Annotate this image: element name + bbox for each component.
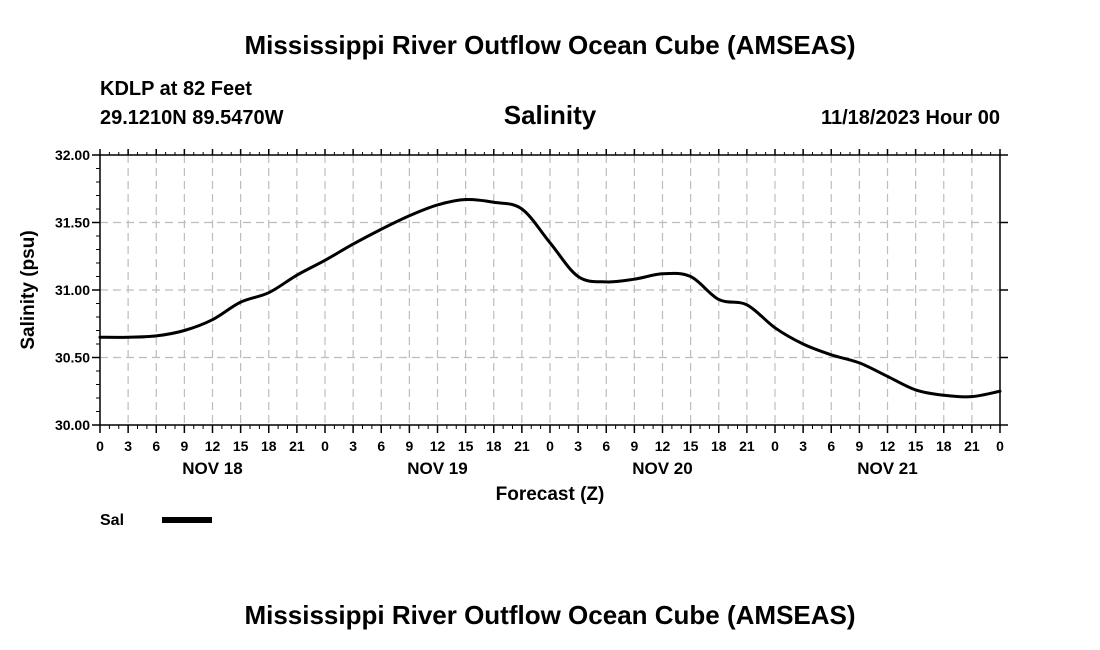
- x-axis-label: Forecast (Z): [496, 484, 605, 505]
- y-axis-label: Salinity (psu): [18, 230, 39, 349]
- day-label: NOV 19: [407, 459, 467, 478]
- footer-title: Mississippi River Outflow Ocean Cube (AM…: [244, 600, 855, 630]
- x-tick-label: 18: [936, 438, 952, 454]
- y-tick-label: 31.00: [55, 282, 90, 298]
- x-tick-label: 0: [96, 438, 104, 454]
- y-tick-labels: 30.00 30.50 31.00 31.50 32.00: [55, 147, 90, 433]
- x-tick-label: 9: [405, 438, 413, 454]
- day-label: NOV 18: [182, 459, 242, 478]
- day-labels: NOV 18 NOV 19 NOV 20 NOV 21: [182, 459, 917, 478]
- x-tick-label: 18: [711, 438, 727, 454]
- grid-lines: [100, 155, 1000, 425]
- x-tick-label: 0: [996, 438, 1004, 454]
- x-tick-label: 12: [205, 438, 221, 454]
- x-tick-label: 9: [855, 438, 863, 454]
- x-tick-label: 3: [349, 438, 357, 454]
- x-tick-label: 0: [546, 438, 554, 454]
- x-tick-label: 15: [458, 438, 474, 454]
- x-tick-label: 21: [739, 438, 755, 454]
- forecast-datetime: 11/18/2023 Hour 00: [821, 107, 1000, 129]
- y-tick-label: 32.00: [55, 147, 90, 163]
- x-tick-label: 6: [152, 438, 160, 454]
- x-tick-label: 6: [602, 438, 610, 454]
- x-tick-label: 15: [908, 438, 924, 454]
- x-tick-label: 15: [683, 438, 699, 454]
- y-tick-label: 30.00: [55, 417, 90, 433]
- x-tick-label: 18: [486, 438, 502, 454]
- x-tick-label: 3: [799, 438, 807, 454]
- x-tick-label: 0: [771, 438, 779, 454]
- x-tick-label: 3: [124, 438, 132, 454]
- x-tick-label: 21: [514, 438, 530, 454]
- x-tick-label: 9: [630, 438, 638, 454]
- y-tick-label: 30.50: [55, 350, 90, 366]
- axis-ticks: [92, 149, 1008, 433]
- x-tick-label: 12: [880, 438, 896, 454]
- station-coords: 29.1210N 89.5470W: [100, 107, 284, 129]
- x-tick-label: 9: [180, 438, 188, 454]
- x-tick-label: 21: [964, 438, 980, 454]
- x-tick-labels: 0 3 6 9 12 15 18 21 0 3 6 9 12 15 18 21 0 3 6 9 12 15 18 21 0 3 6 9…: [96, 438, 1004, 454]
- legend-label: Sal: [100, 512, 124, 529]
- chart-title: Mississippi River Outflow Ocean Cube (AM…: [244, 30, 855, 60]
- x-tick-label: 21: [289, 438, 305, 454]
- x-tick-label: 18: [261, 438, 277, 454]
- station-label: KDLP at 82 Feet: [100, 78, 252, 100]
- x-tick-label: 6: [827, 438, 835, 454]
- x-tick-label: 6: [377, 438, 385, 454]
- y-tick-label: 31.50: [55, 215, 90, 231]
- day-label: NOV 20: [632, 459, 692, 478]
- variable-title: Salinity: [504, 100, 597, 130]
- x-tick-label: 12: [655, 438, 671, 454]
- x-tick-label: 15: [233, 438, 249, 454]
- day-label: NOV 21: [857, 459, 917, 478]
- x-tick-label: 12: [430, 438, 446, 454]
- x-tick-label: 3: [574, 438, 582, 454]
- x-tick-label: 0: [321, 438, 329, 454]
- series-line-sal: [98, 197, 1002, 399]
